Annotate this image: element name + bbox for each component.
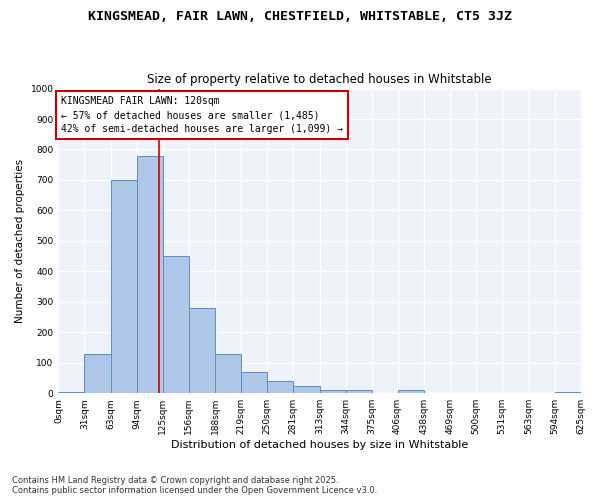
Bar <box>241 372 267 393</box>
X-axis label: Distribution of detached houses by size in Whitstable: Distribution of detached houses by size … <box>171 440 468 450</box>
Bar <box>189 308 215 393</box>
Bar <box>293 386 320 393</box>
Bar <box>137 156 163 393</box>
Bar <box>320 390 346 393</box>
Text: KINGSMEAD, FAIR LAWN, CHESTFIELD, WHITSTABLE, CT5 3JZ: KINGSMEAD, FAIR LAWN, CHESTFIELD, WHITST… <box>88 10 512 23</box>
Bar <box>163 256 189 393</box>
Bar <box>346 390 371 393</box>
Bar <box>554 392 581 393</box>
Bar <box>267 381 293 393</box>
Bar <box>58 392 85 393</box>
Y-axis label: Number of detached properties: Number of detached properties <box>15 159 25 323</box>
Bar <box>398 390 424 393</box>
Bar <box>85 354 111 393</box>
Text: KINGSMEAD FAIR LAWN: 120sqm
← 57% of detached houses are smaller (1,485)
42% of : KINGSMEAD FAIR LAWN: 120sqm ← 57% of det… <box>61 96 343 134</box>
Title: Size of property relative to detached houses in Whitstable: Size of property relative to detached ho… <box>147 73 492 86</box>
Bar <box>215 354 241 393</box>
Bar <box>111 180 137 393</box>
Text: Contains HM Land Registry data © Crown copyright and database right 2025.
Contai: Contains HM Land Registry data © Crown c… <box>12 476 377 495</box>
